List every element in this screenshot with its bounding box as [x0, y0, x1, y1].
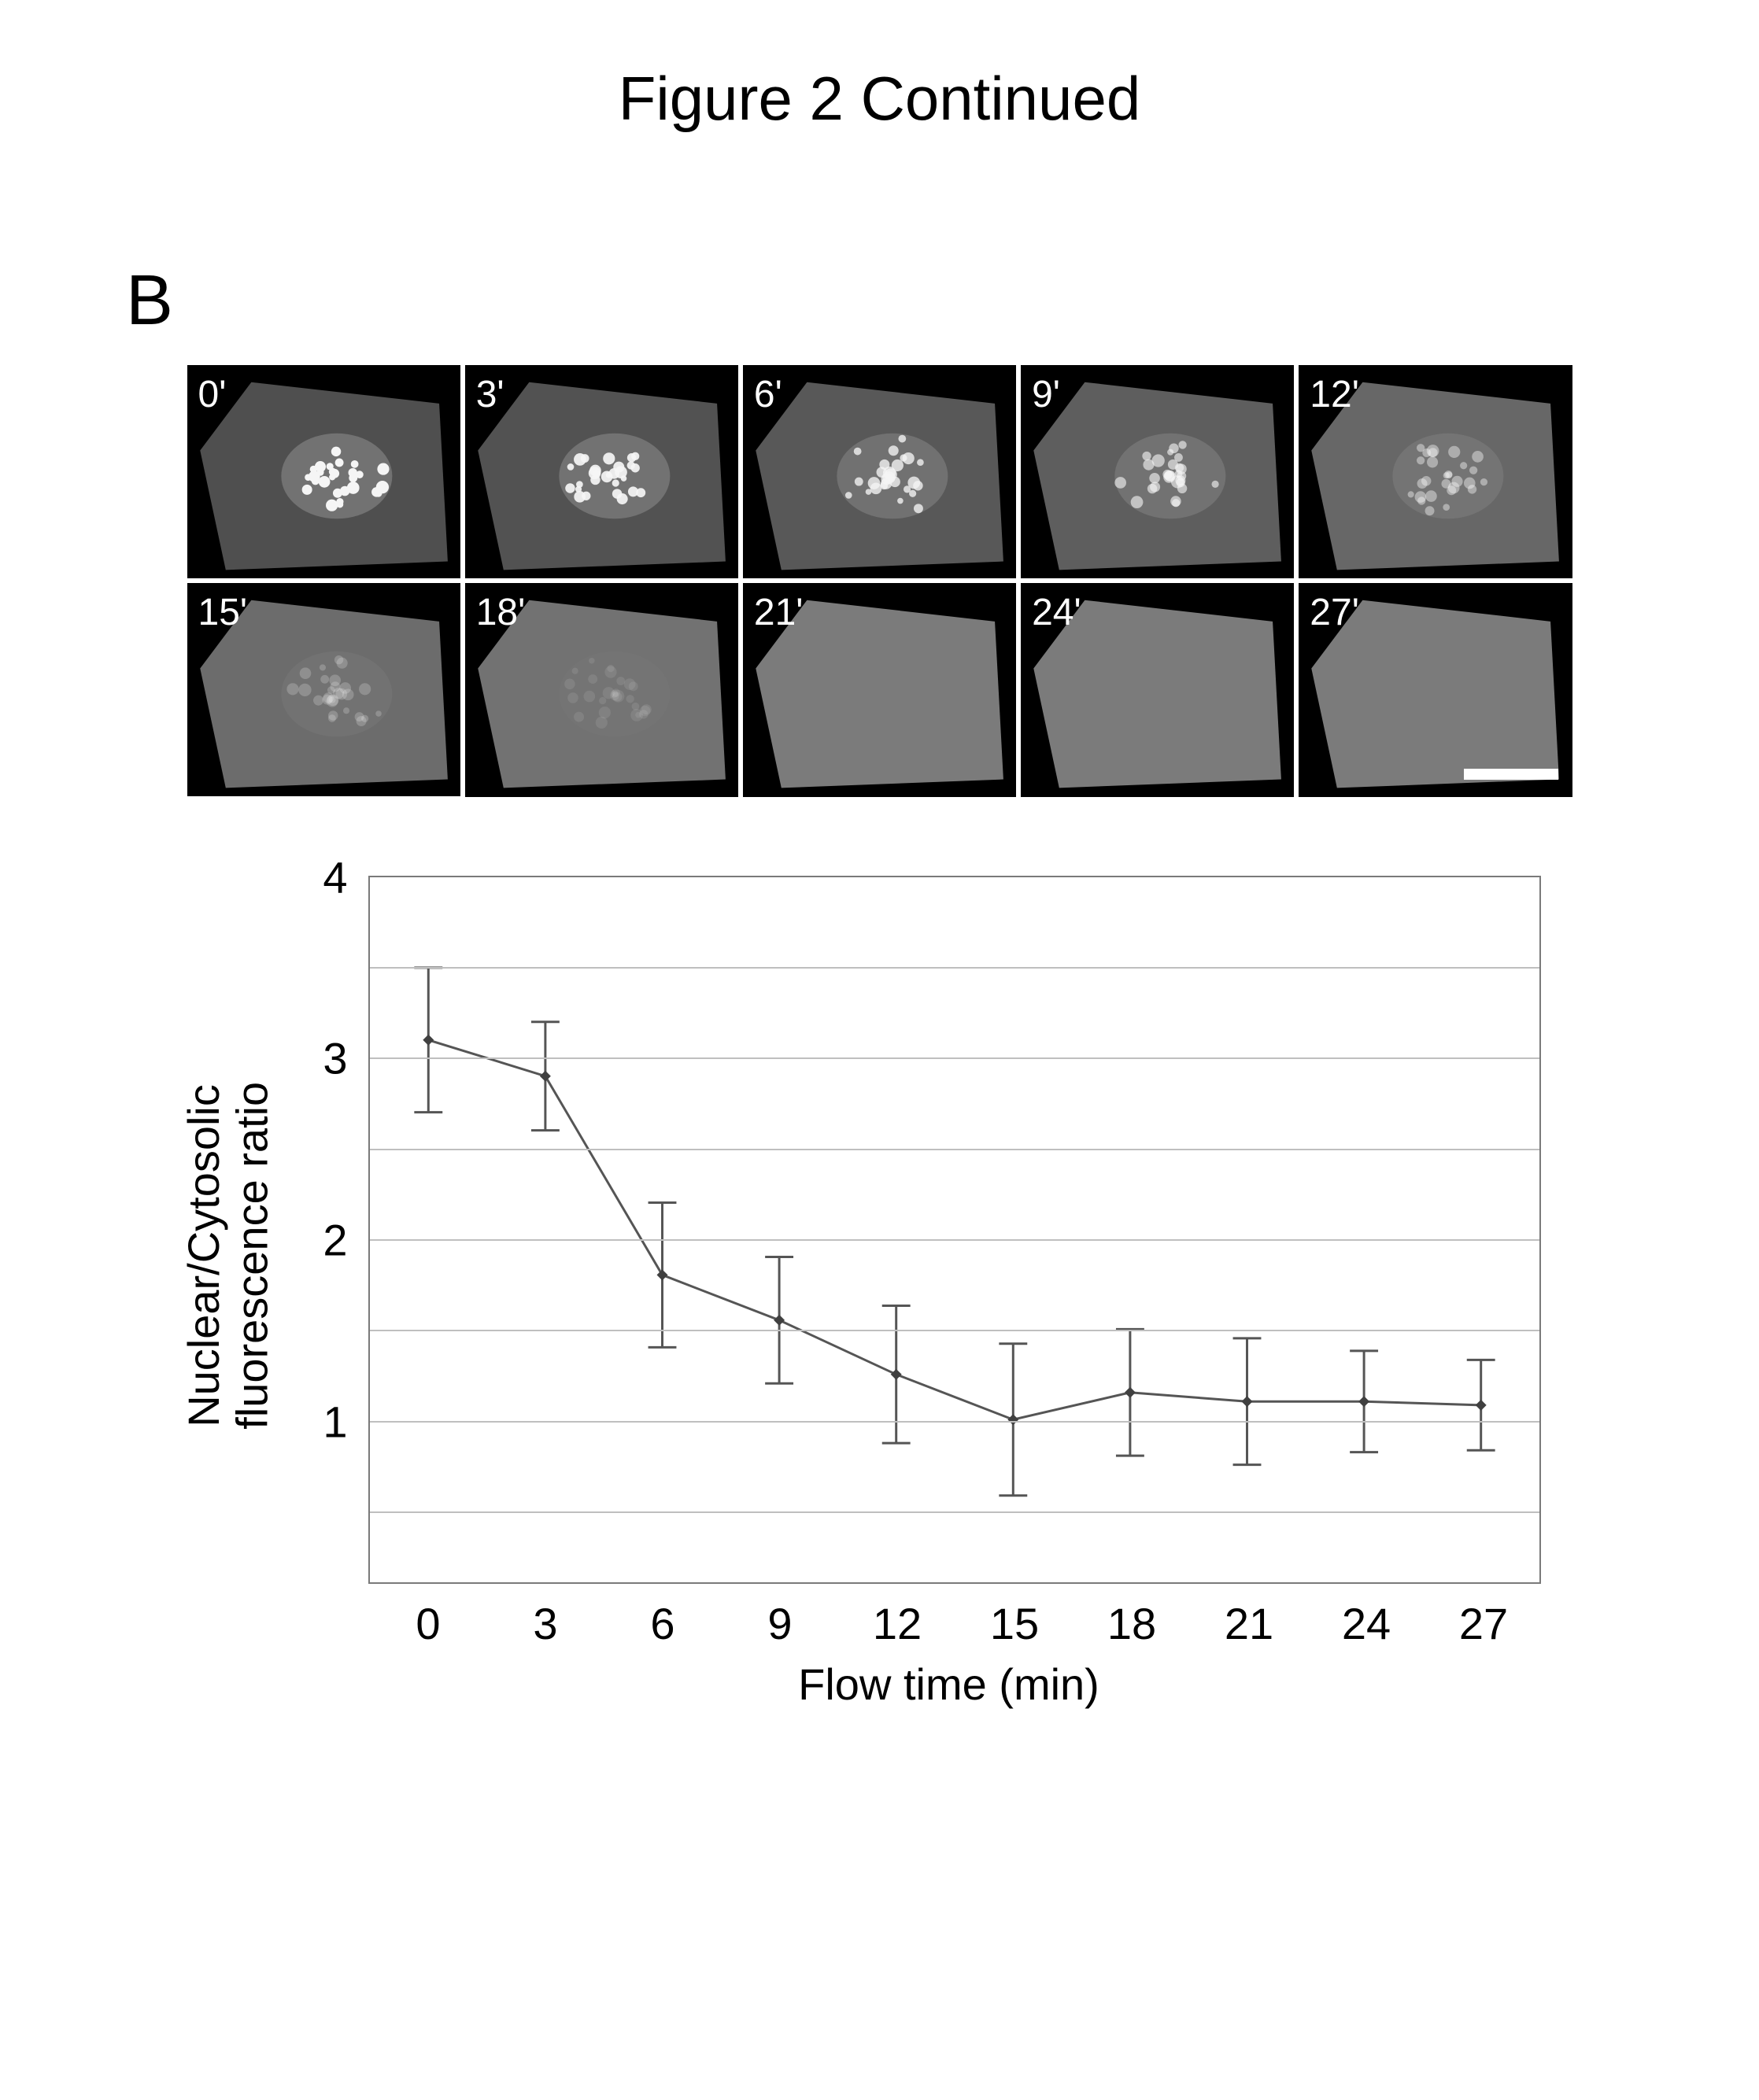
timepoint-label: 0': [198, 373, 227, 416]
timepoint-label: 15': [198, 591, 248, 634]
figure-title: Figure 2 Continued: [94, 63, 1665, 135]
micrograph-frame: 12': [1299, 365, 1572, 578]
micrograph-frame: 0': [187, 365, 460, 578]
gridline: [370, 967, 1539, 969]
x-tick-label: 27: [1459, 1598, 1508, 1649]
x-tick-label: 15: [990, 1598, 1039, 1649]
gridline: [370, 1511, 1539, 1513]
x-tick-label: 3: [533, 1598, 557, 1649]
x-tick-label: 24: [1342, 1598, 1391, 1649]
micrograph-montage: 0' 3' 6' 9' 12' 15' 18' 21' 24' 27': [187, 365, 1572, 797]
y-tick-label: 2: [323, 1215, 347, 1266]
timepoint-label: 21': [754, 591, 804, 634]
micrograph-frame: 24': [1021, 583, 1294, 796]
micrograph-frame: 21': [743, 583, 1016, 796]
ratio-chart: Nuclear/Cytosolicfluorescence ratio 1234…: [187, 860, 1572, 1725]
panel-label: B: [126, 260, 1665, 341]
gridline: [370, 1421, 1539, 1423]
timepoint-label: 18': [476, 591, 526, 634]
timepoint-label: 3': [476, 373, 504, 416]
micrograph-frame: 6': [743, 365, 1016, 578]
x-tick-label: 9: [767, 1598, 792, 1649]
micrograph-frame: 9': [1021, 365, 1294, 578]
y-tick-label: 1: [323, 1396, 347, 1447]
gridline: [370, 1330, 1539, 1331]
x-tick-label: 12: [873, 1598, 922, 1649]
x-tick-label: 6: [650, 1598, 674, 1649]
scale-bar: [1464, 769, 1558, 780]
timepoint-label: 12': [1310, 373, 1359, 416]
timepoint-label: 6': [754, 373, 782, 416]
x-axis-label: Flow time (min): [798, 1659, 1099, 1710]
gridline: [370, 1149, 1539, 1150]
micrograph-frame: 3': [465, 365, 738, 578]
timepoint-label: 24': [1032, 591, 1081, 634]
x-tick-label: 0: [416, 1598, 440, 1649]
plot-area: 12340369121518212427: [368, 876, 1541, 1584]
x-tick-label: 18: [1107, 1598, 1156, 1649]
micrograph-frame: 15': [187, 583, 460, 796]
micrograph-frame: 27': [1299, 583, 1572, 796]
chart-svg: [370, 877, 1539, 1582]
micrograph-frame: 18': [465, 583, 738, 796]
y-axis-label: Nuclear/Cytosolicfluorescence ratio: [179, 1081, 276, 1433]
y-tick-label: 4: [323, 851, 347, 902]
timepoint-label: 27': [1310, 591, 1359, 634]
timepoint-label: 9': [1032, 373, 1060, 416]
y-tick-label: 3: [323, 1033, 347, 1084]
gridline: [370, 1239, 1539, 1241]
gridline: [370, 1057, 1539, 1059]
x-tick-label: 21: [1225, 1598, 1273, 1649]
